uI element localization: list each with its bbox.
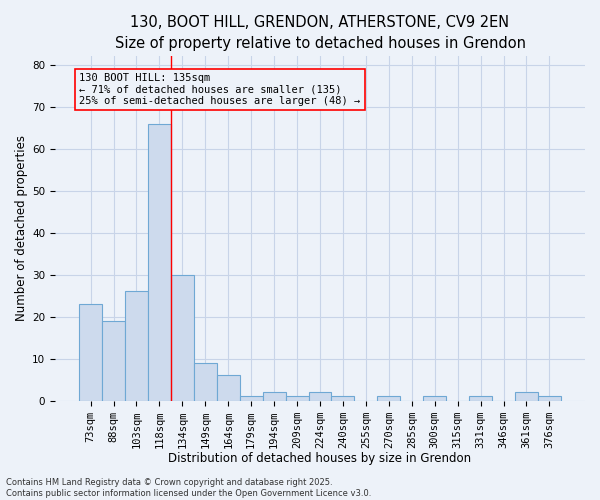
Bar — [515, 392, 538, 400]
Bar — [263, 392, 286, 400]
Bar — [377, 396, 400, 400]
Y-axis label: Number of detached properties: Number of detached properties — [15, 136, 28, 322]
Text: Contains HM Land Registry data © Crown copyright and database right 2025.
Contai: Contains HM Land Registry data © Crown c… — [6, 478, 371, 498]
Bar — [148, 124, 171, 400]
Bar — [240, 396, 263, 400]
Text: 130 BOOT HILL: 135sqm
← 71% of detached houses are smaller (135)
25% of semi-det: 130 BOOT HILL: 135sqm ← 71% of detached … — [79, 73, 361, 106]
Bar — [286, 396, 308, 400]
Bar — [125, 292, 148, 401]
Bar — [423, 396, 446, 400]
Bar — [217, 376, 240, 400]
Bar — [308, 392, 331, 400]
Bar — [194, 363, 217, 401]
Bar — [331, 396, 355, 400]
Bar — [538, 396, 561, 400]
Bar — [469, 396, 492, 400]
Bar — [102, 321, 125, 400]
Bar — [171, 274, 194, 400]
Title: 130, BOOT HILL, GRENDON, ATHERSTONE, CV9 2EN
Size of property relative to detach: 130, BOOT HILL, GRENDON, ATHERSTONE, CV9… — [115, 15, 526, 51]
Bar — [79, 304, 102, 400]
X-axis label: Distribution of detached houses by size in Grendon: Distribution of detached houses by size … — [169, 452, 472, 465]
